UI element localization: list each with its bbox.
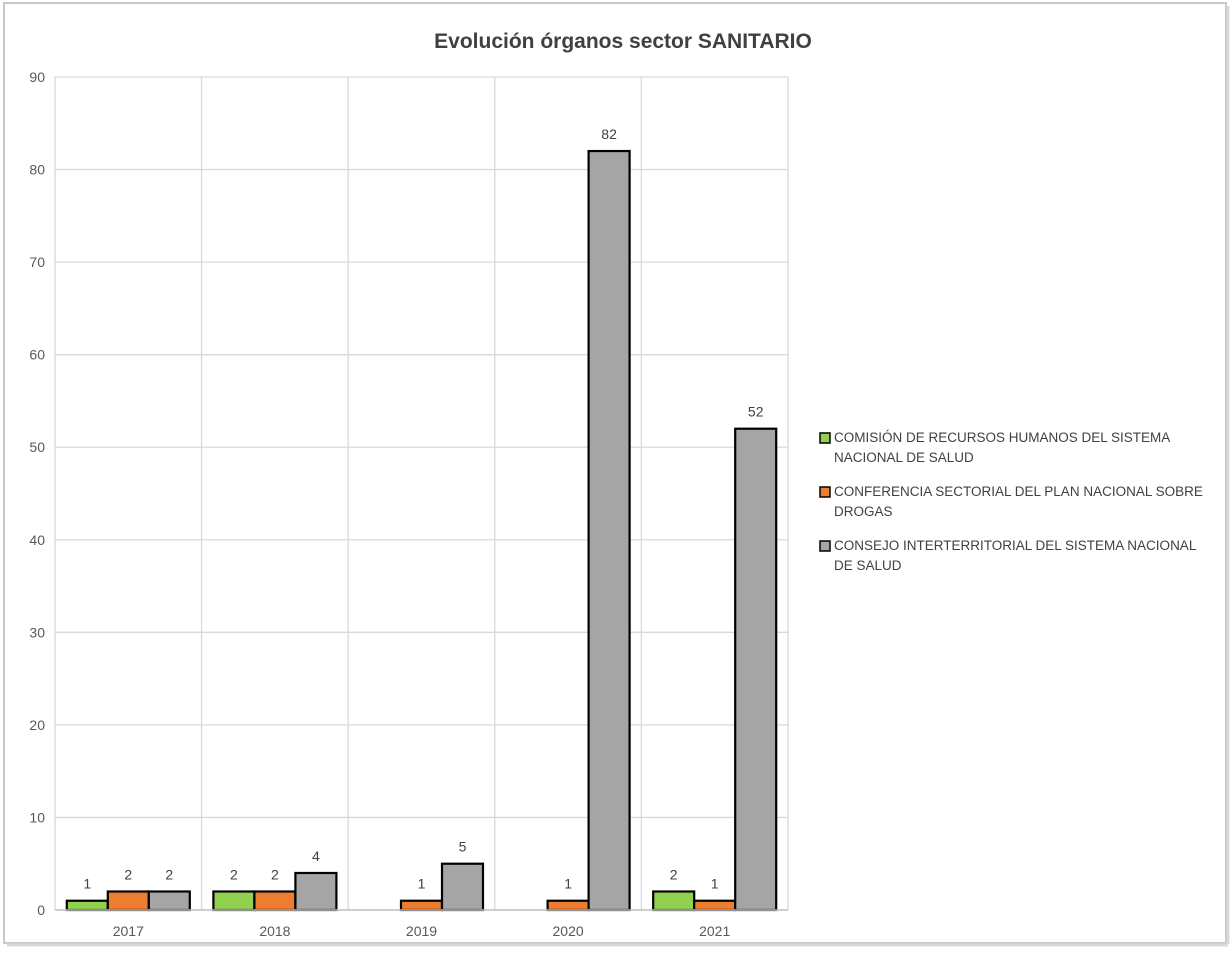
y-tick-label: 80	[29, 162, 45, 178]
bar	[734, 427, 778, 912]
legend-label: DE SALUD	[834, 558, 902, 573]
bar	[652, 890, 696, 912]
x-tick-label: 2021	[699, 923, 730, 939]
y-tick-label: 70	[29, 254, 45, 270]
data-label: 2	[230, 866, 238, 882]
x-tick-label: 2018	[259, 923, 290, 939]
y-tick-label: 40	[29, 532, 45, 548]
x-tick-label: 2017	[113, 923, 144, 939]
x-tick-label: 2019	[406, 923, 437, 939]
bar	[399, 899, 444, 912]
data-label: 2	[670, 866, 678, 882]
y-tick-label: 20	[29, 717, 45, 733]
data-label: 2	[165, 866, 173, 882]
y-tick-label: 60	[29, 347, 45, 363]
y-tick-label: 10	[29, 809, 45, 825]
bar	[65, 899, 109, 912]
bar	[440, 862, 485, 912]
legend-swatch	[819, 432, 831, 444]
data-label: 4	[312, 848, 320, 864]
data-label: 1	[564, 876, 572, 892]
data-label: 1	[711, 876, 719, 892]
legend-label: NACIONAL DE SALUD	[834, 450, 974, 465]
chart-title: Evolución órganos sector SANITARIO	[434, 30, 812, 53]
bar	[212, 890, 256, 912]
legend-swatch	[819, 486, 831, 498]
y-tick-label: 30	[29, 624, 45, 640]
bar	[546, 899, 590, 912]
y-tick-label: 50	[29, 439, 45, 455]
y-tick-label: 0	[37, 902, 45, 918]
data-label: 2	[271, 866, 279, 882]
x-tick-label: 2020	[553, 923, 584, 939]
bar	[693, 899, 737, 912]
bar	[253, 890, 297, 912]
legend-label: COMISIÓN DE RECURSOS HUMANOS DEL SISTEMA	[834, 430, 1170, 445]
axes: 0 10 20 30 40 50 60 70 80 90 2017 2018 2019 2020 2021	[29, 69, 788, 939]
bar	[147, 890, 191, 912]
data-labels: 1 2 2 2 2 4 1 5 1 82 2 1 52	[83, 126, 763, 892]
legend-swatch	[819, 540, 831, 552]
data-label: 52	[748, 404, 764, 420]
legend: COMISIÓN DE RECURSOS HUMANOS DEL SISTEMA…	[819, 430, 1203, 573]
y-tick-label: 90	[29, 69, 45, 85]
data-label: 2	[124, 866, 132, 882]
legend-label: CONFERENCIA SECTORIAL DEL PLAN NACIONAL …	[834, 484, 1203, 499]
data-label: 5	[459, 839, 467, 855]
bar	[106, 890, 150, 912]
data-label: 1	[418, 876, 426, 892]
grid	[54, 76, 789, 910]
legend-label: CONSEJO INTERTERRITORIAL DEL SISTEMA NAC…	[834, 538, 1197, 553]
data-label: 1	[83, 876, 91, 892]
bar	[294, 871, 338, 912]
bar	[587, 149, 631, 912]
legend-label: DROGAS	[834, 504, 893, 519]
data-label: 82	[601, 126, 617, 142]
